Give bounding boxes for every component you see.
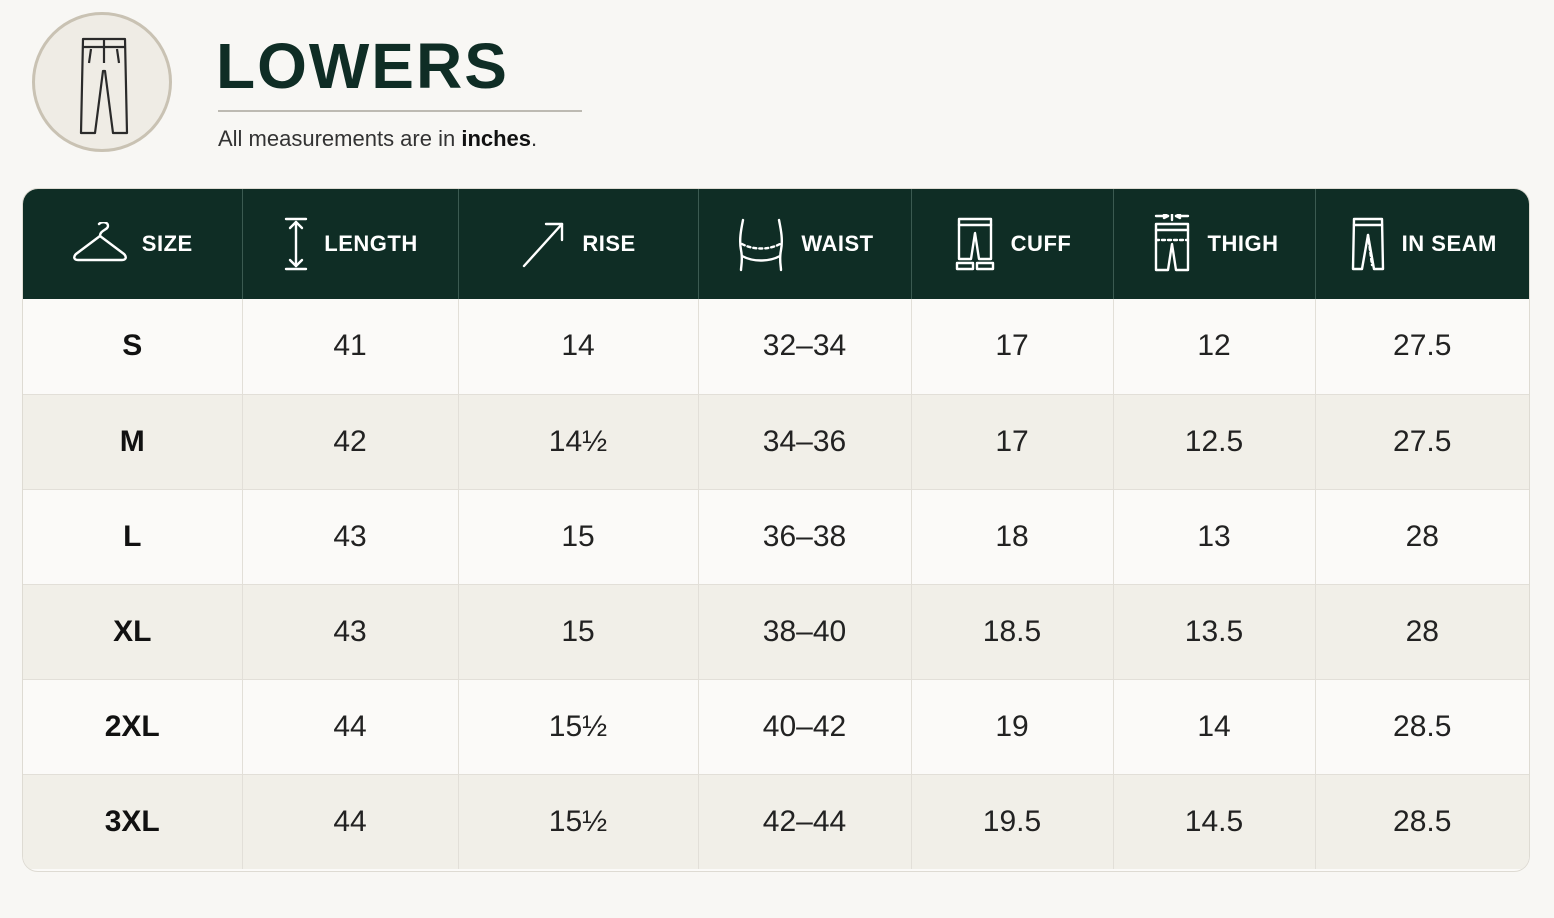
column-header-waist: WAIST	[698, 189, 912, 299]
hanger-icon	[72, 222, 127, 262]
length-cell: 41	[242, 299, 459, 395]
title-divider	[218, 110, 582, 112]
thigh-cell: 12.5	[1113, 394, 1316, 490]
size-cell: XL	[23, 584, 243, 680]
rise-cell: 15	[458, 584, 699, 680]
length-cell: 44	[242, 774, 459, 869]
size-table: SIZE LENGTH	[23, 189, 1529, 869]
rise-cell: 14	[458, 299, 699, 395]
cuff-cell: 19.5	[911, 774, 1114, 869]
column-header-rise: RISE	[458, 189, 699, 299]
table-header-row: SIZE LENGTH	[23, 189, 1529, 299]
waist-cell: 32–34	[698, 299, 912, 395]
inseam-cell: 28.5	[1315, 679, 1529, 775]
table-row: XL 43 15 38–40 18.5 13.5 28	[23, 584, 1529, 680]
column-header-cuff: CUFF	[911, 189, 1114, 299]
thigh-cell: 13.5	[1113, 584, 1316, 680]
column-header-label: IN SEAM	[1401, 231, 1497, 256]
cuff-cell: 18.5	[911, 584, 1114, 680]
thigh-cell: 13	[1113, 489, 1316, 585]
table-row: 2XL 44 15½ 40–42 19 14 28.5	[23, 679, 1529, 775]
column-header-thigh: THIGH	[1113, 189, 1316, 299]
length-arrow-icon	[285, 217, 308, 271]
length-cell: 43	[242, 584, 459, 680]
units-note-unit: inches	[461, 126, 532, 151]
cuff-cell: 17	[911, 299, 1114, 395]
thigh-cell: 14.5	[1113, 774, 1316, 869]
rise-cell: 15½	[458, 679, 699, 775]
inseam-cell: 27.5	[1315, 394, 1529, 490]
column-header-label: CUFF	[1010, 231, 1072, 256]
thigh-cell: 14	[1113, 679, 1316, 775]
waist-icon	[739, 218, 784, 272]
column-header-label: WAIST	[801, 231, 874, 256]
table-row: M 42 14½ 34–36 17 12.5 27.5	[23, 394, 1529, 490]
table-row: S 41 14 32–34 17 12 27.5	[23, 299, 1529, 395]
inseam-cell: 28.5	[1393, 804, 1452, 838]
waist-cell: 40–42	[698, 679, 912, 775]
page-title: LOWERS	[216, 30, 509, 102]
trousers-icon	[79, 37, 129, 135]
cuff-icon	[955, 217, 994, 271]
column-header-length: LENGTH	[242, 189, 459, 299]
size-cell: L	[23, 489, 243, 585]
logo	[32, 12, 172, 152]
column-header-label: SIZE	[141, 231, 193, 256]
length-cell: 42	[242, 394, 459, 490]
column-header-inseam: IN SEAM	[1315, 189, 1529, 299]
size-cell: 3XL	[23, 774, 243, 869]
inseam-cell: 27.5	[1315, 299, 1529, 395]
table-row: 3XL 44 15½ 42–44 19.5 14.5 28.5	[23, 774, 1529, 869]
rise-arrow-icon	[523, 222, 564, 268]
waist-cell: 42–44	[698, 774, 912, 869]
rise-cell: 15½	[458, 774, 699, 869]
column-header-size: SIZE	[23, 189, 243, 299]
rise-cell: 15	[458, 489, 699, 585]
size-cell: 2XL	[23, 679, 243, 775]
length-cell: 43	[242, 489, 459, 585]
column-header-label: THIGH	[1207, 231, 1279, 256]
cuff-cell: 17	[911, 394, 1114, 490]
length-cell: 44	[242, 679, 459, 775]
units-note-suffix: .	[531, 126, 538, 151]
column-header-label: RISE	[582, 231, 636, 256]
waist-cell: 36–38	[698, 489, 912, 585]
cuff-cell: 18	[911, 489, 1114, 585]
inseam-cell: 28	[1315, 489, 1529, 585]
rise-cell: 14½	[458, 394, 699, 490]
units-note-prefix: All measurements are in	[218, 126, 462, 151]
cuff-cell: 19	[911, 679, 1114, 775]
thigh-icon	[1154, 214, 1189, 272]
size-cell: M	[23, 394, 243, 490]
inseam-icon	[1351, 217, 1384, 271]
waist-cell: 38–40	[698, 584, 912, 680]
size-chart: SIZE LENGTH	[22, 188, 1530, 872]
table-row: L 43 15 36–38 18 13 28	[23, 489, 1529, 585]
waist-cell: 34–36	[698, 394, 912, 490]
inseam-cell: 28	[1315, 584, 1529, 680]
column-header-label: LENGTH	[324, 231, 418, 256]
units-note: All measurements are in inches.	[218, 124, 537, 154]
size-cell: S	[23, 299, 243, 395]
thigh-cell: 12	[1113, 299, 1316, 395]
